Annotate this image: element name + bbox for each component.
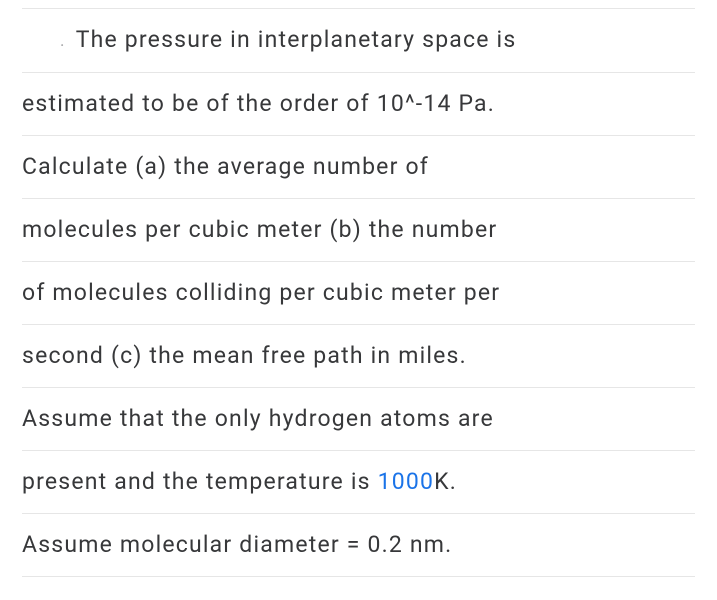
text-line: of molecules colliding per cubic meter p… [22, 262, 695, 325]
text-line: estimated to be of the order of 10^-14 P… [22, 73, 695, 136]
text-line: Assume that the only hydrogen atoms are [22, 388, 695, 451]
text-line: second (c) the mean free path in miles. [22, 325, 695, 388]
problem-text: The pressure in interplanetary space is … [22, 8, 695, 577]
text-line: The pressure in interplanetary space is [22, 8, 695, 73]
text-fragment: present and the temperature is [22, 468, 378, 495]
text-line: Assume molecular diameter = 0.2 nm. [22, 514, 695, 577]
text-line: molecules per cubic meter (b) the number [22, 199, 695, 262]
highlighted-value: 1000 [378, 468, 435, 495]
text-line: Calculate (a) the average number of [22, 136, 695, 199]
text-fragment: K. [434, 468, 457, 495]
text-line: present and the temperature is 1000K. [22, 451, 695, 514]
